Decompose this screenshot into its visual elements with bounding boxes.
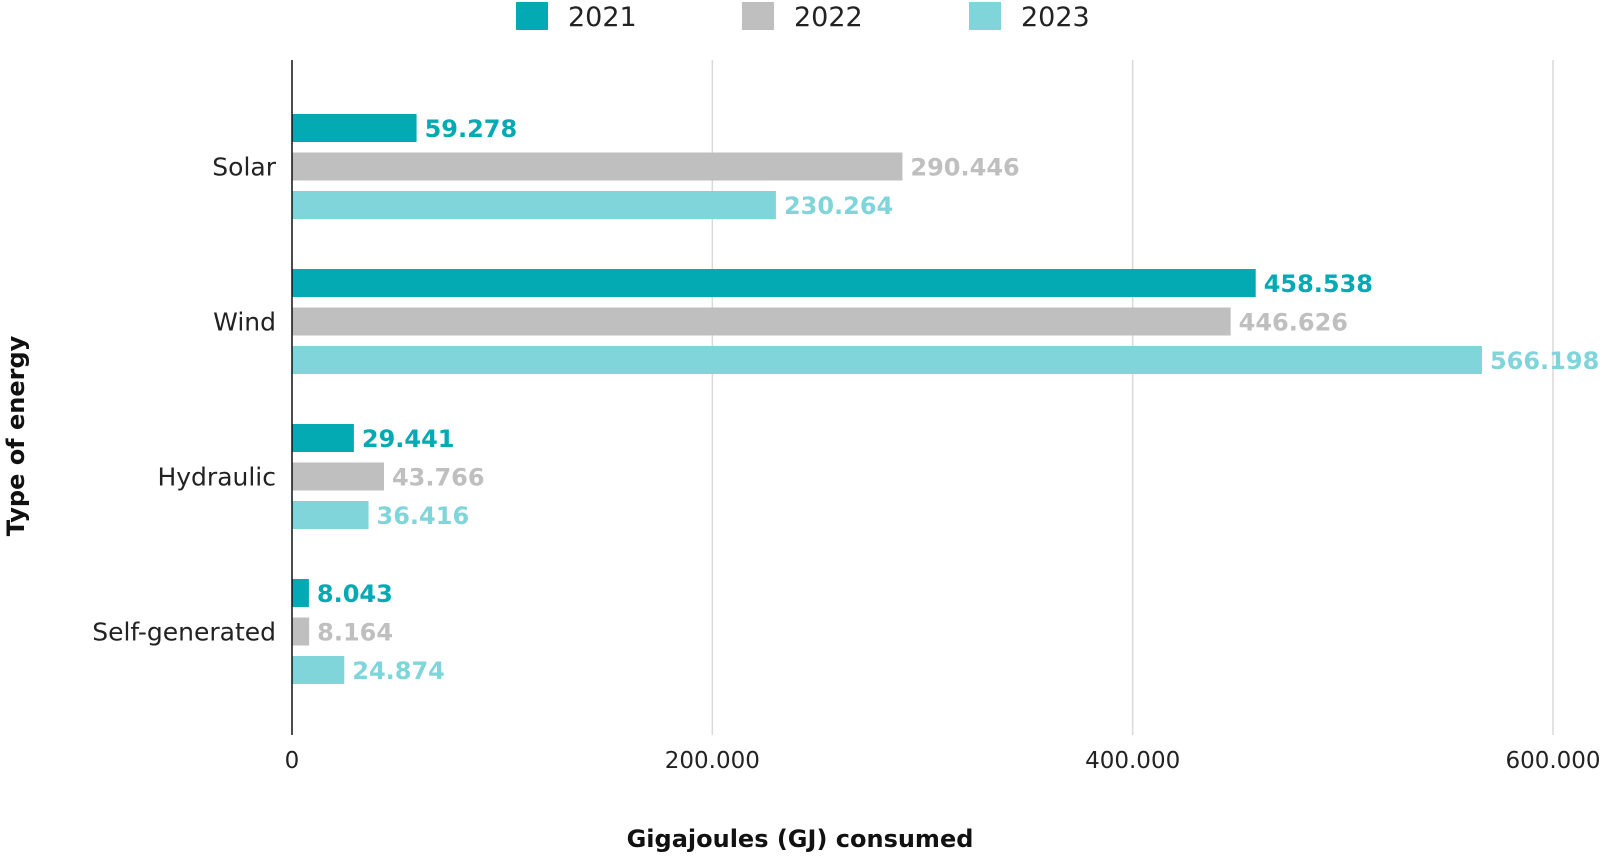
x-tick-label: 600.000: [1505, 748, 1600, 774]
category-label: Self-generated: [92, 618, 276, 647]
x-tick-label: 0: [285, 748, 300, 774]
category-label: Hydraulic: [157, 463, 276, 492]
bar-wind-2023: [292, 346, 1482, 374]
legend-swatch: [516, 2, 548, 30]
bar-solar-2021: [292, 114, 417, 142]
data-label: 59.278: [425, 115, 518, 143]
bar-solar-2022: [292, 152, 903, 181]
legend-swatch: [969, 2, 1001, 30]
bar-hydraulic-2021: [292, 424, 354, 452]
data-label: 566.198: [1490, 347, 1599, 375]
category-label: Wind: [213, 308, 276, 337]
legend: 2021 2022 2023: [516, 2, 1090, 33]
x-axis-title: Gigajoules (GJ) consumed: [627, 825, 974, 853]
data-label: 36.416: [377, 502, 470, 530]
data-label: 446.626: [1239, 309, 1348, 337]
bar-wind-2022: [292, 307, 1231, 336]
legend-item-2022: 2022: [742, 2, 863, 33]
bar-wind-2021: [292, 269, 1256, 297]
category-labels: Solar Wind Hydraulic Self-generated: [92, 153, 276, 647]
x-tick-labels: 0 200.000 400.000 600.000: [285, 748, 1600, 774]
data-label: 24.874: [352, 657, 445, 685]
data-label: 290.446: [910, 154, 1019, 182]
bar-self-generated-2022: [292, 617, 310, 646]
data-label: 43.766: [392, 464, 485, 492]
data-label: 8.164: [317, 619, 393, 647]
category-label: Solar: [212, 153, 276, 182]
x-tick-label: 200.000: [665, 748, 760, 774]
bar-self-generated-2023: [292, 656, 345, 684]
y-axis-title: Type of energy: [2, 335, 30, 536]
bar-self-generated-2021: [292, 579, 309, 607]
legend-label: 2022: [794, 2, 863, 33]
data-label: 29.441: [362, 425, 455, 453]
legend-label: 2023: [1021, 2, 1090, 33]
legend-swatch: [742, 2, 774, 30]
data-label: 458.538: [1264, 270, 1373, 298]
data-label: 8.043: [317, 580, 393, 608]
bar-hydraulic-2022: [292, 462, 384, 491]
legend-item-2023: 2023: [969, 2, 1090, 33]
bars: 59.278 290.446 230.264 458.538 446.626 566.19…: [292, 114, 1599, 685]
x-tick-label: 400.000: [1085, 748, 1180, 774]
bar-hydraulic-2023: [292, 501, 369, 529]
legend-item-2021: 2021: [516, 2, 637, 33]
bar-solar-2023: [292, 191, 776, 219]
data-label: 230.264: [784, 192, 893, 220]
legend-label: 2021: [568, 2, 637, 33]
